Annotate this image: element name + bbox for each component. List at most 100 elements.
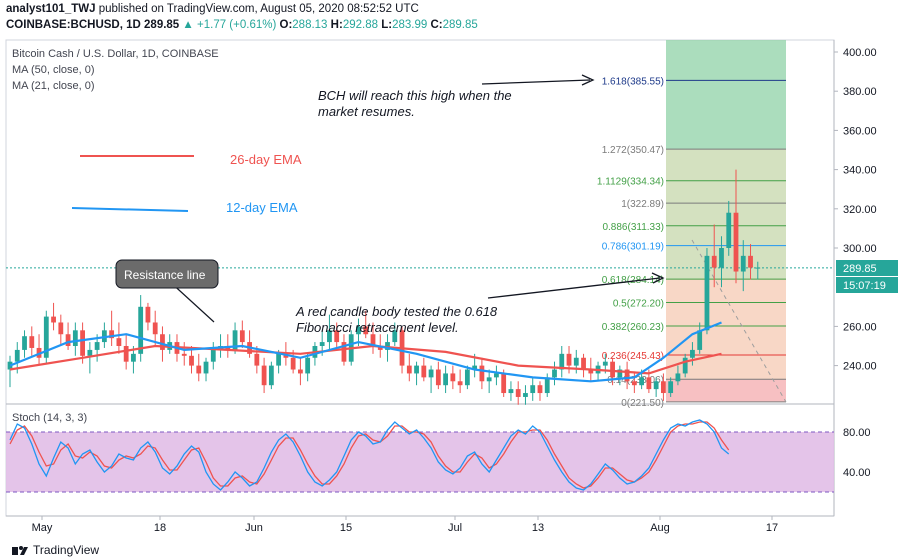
candle-body [617,369,623,378]
resistance-label: Resistance line [124,268,206,282]
time-tick-label: 15 [340,522,352,534]
candle-body [544,377,550,394]
resistance-box[interactable] [115,259,219,289]
open-label: O: [279,19,293,31]
candle-body [566,353,572,366]
up-arrow-icon: ▲ [182,19,194,31]
low-label: L: [381,19,393,31]
stoch-pane: 80.00 40.00 [6,419,871,493]
candle-body [298,369,303,374]
red-arrow-head [651,272,665,284]
candle-body [232,330,238,350]
candle-body [341,342,347,362]
candle-body [377,346,383,350]
candle-body [29,336,35,348]
candle-body [145,306,151,323]
candle-body [370,334,376,346]
candle-body [160,334,165,350]
time-tick-label: 17 [766,522,778,534]
candle-body [748,255,753,268]
candle-body [552,369,557,378]
candle-body [87,349,93,356]
candle-body [421,365,427,378]
candle-body [138,306,144,354]
candle-body [537,385,543,394]
candle-body [210,349,216,362]
price-tick-label: 400.00 [843,47,877,59]
price-tick-label: 380.00 [843,86,877,98]
candle-body [414,365,419,374]
stoch-tick-label: 40.00 [843,467,871,479]
candle-body [181,353,187,356]
high-value: 292.88 [342,19,378,31]
price-tick-label: 240.00 [843,361,877,373]
high-note-arrow [481,79,591,85]
candle-body [602,361,608,366]
price-tick-label: 340.00 [843,165,877,177]
candle-body [43,316,49,358]
ema12-legend-swatch [71,207,189,212]
stoch-label[interactable]: Stoch (14, 3, 3) [12,412,88,424]
red-note-line2: Fibonacci retracement level. [296,320,459,335]
candle-body [435,369,441,386]
high-note-line1: BCH will reach this high when the [318,88,512,103]
author[interactable]: analyst101_TWJ [6,3,96,15]
ema26-line [9,344,722,375]
fib-upper-zone [666,149,786,280]
candle-body [668,381,674,394]
candle-body [254,353,260,366]
price-change: +1.77 (+0.61%) [197,19,277,31]
tradingview-logo-icon [12,546,28,555]
candle-body [94,342,100,350]
stoch-tick-label: 80.00 [843,427,871,439]
candle-body [385,342,390,350]
ohlc-line: COINBASE:BCHUSD, 1D 289.85 ▲ +1.77 (+0.6… [6,19,478,31]
stoch-band [6,432,834,492]
fib-level-label: 0.5(272.20) [613,298,664,309]
time-tick-label: Aug [650,522,670,534]
fib-target-zone [666,40,786,150]
candle-body [610,361,615,378]
candle-body [276,353,282,366]
symbol: COINBASE:BCHUSD, 1D [6,19,141,31]
candle-body [682,357,688,374]
candle-body [131,353,136,362]
candle-body [697,330,703,350]
candle-body [523,393,528,397]
candle-body [268,365,274,386]
price-tick-label: 320.00 [843,204,877,216]
candle-body [581,357,586,370]
price-axis: 400.00 380.00 360.00 340.00 320.00 300.00 260.… [834,47,877,373]
fib-level-label: 0.236(245.43) [602,351,664,362]
published-text: published on TradingView.com, August 05,… [98,3,419,15]
close-value: 289.85 [442,19,478,31]
red-note-arrow [487,277,661,299]
ma50-legend[interactable]: MA (50, close, 0) [12,64,95,76]
candle-body [661,381,666,394]
candle-body [109,330,115,339]
candle-body [14,349,20,362]
fib-level-label: 0(221.50) [621,398,664,409]
candle-body [196,365,202,374]
candle-body [58,322,64,335]
footer-brand[interactable]: TradingView [12,543,99,557]
open-value: 288.13 [292,19,328,31]
timer-badge-value: 15:07:19 [843,280,886,292]
candle-body [639,377,645,386]
high-note-line2: market resumes. [318,104,415,119]
candle-body [428,369,434,378]
candle-body [486,377,492,382]
candle-body [443,373,448,386]
candle-body [450,373,456,382]
publish-line: analyst101_TWJ published on TradingView.… [6,3,419,15]
candle-body [726,212,732,248]
ma21-legend[interactable]: MA (21, close, 0) [12,80,95,92]
candle-body [327,330,332,343]
candle-body [116,338,122,346]
candle-body [631,381,637,386]
candle-body [508,389,514,394]
candle-body [472,365,478,370]
candle-body [22,336,27,350]
candle-body [690,349,695,358]
